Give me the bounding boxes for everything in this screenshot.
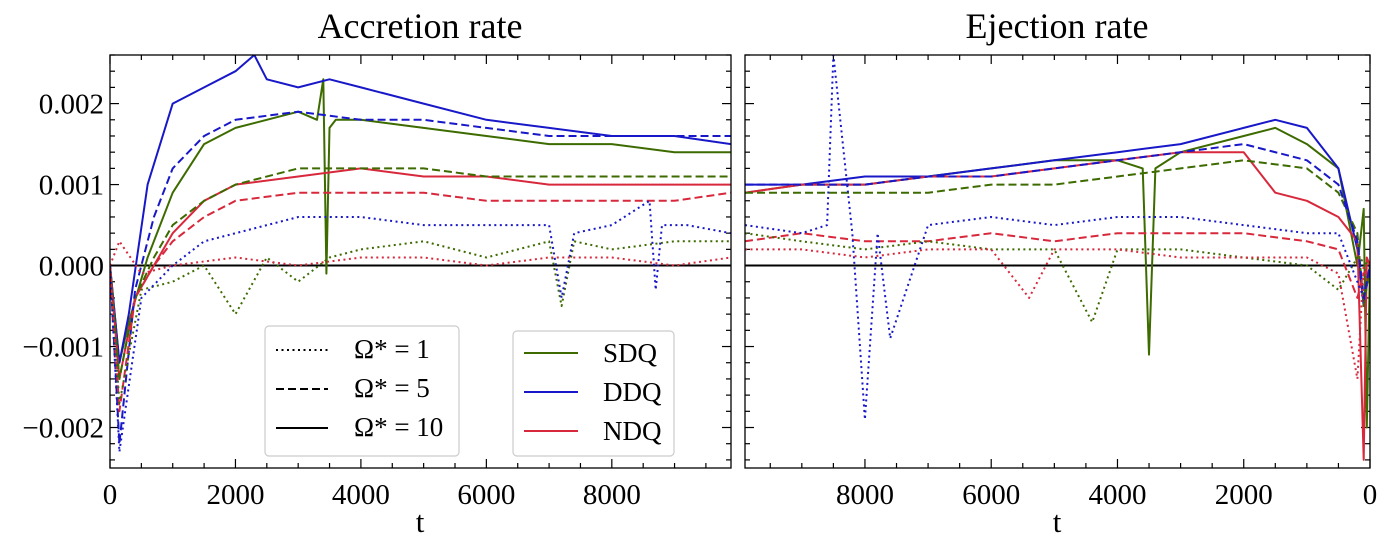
y-tick-label: 0.002 <box>39 89 104 121</box>
series-line <box>745 232 1370 324</box>
series-line <box>745 118 1370 307</box>
series-line <box>745 159 1370 307</box>
x-tick-label: 4000 <box>1088 479 1146 511</box>
x-tick-label: 2000 <box>206 479 264 511</box>
legend-models: SDQ DDQ NDQ <box>512 330 675 457</box>
accretion-x-axis-label: t <box>416 504 425 539</box>
legend-omega-1-label: Ω* = 1 <box>354 334 430 364</box>
series-line <box>110 78 731 364</box>
y-tick-label: 0.000 <box>39 251 104 283</box>
x-tick-label: 6000 <box>457 479 515 511</box>
series-line <box>110 167 731 380</box>
legend-line-styles: Ω* = 1 Ω* = 5 Ω* = 10 <box>264 325 460 457</box>
series-line <box>745 232 1370 299</box>
accretion-rate-panel: Accretion rate 0 2000 4000 6000 8000 −0.002 −0… <box>22 6 732 539</box>
series-line <box>745 248 1370 380</box>
series-line <box>110 191 731 413</box>
accretion-plot-frame <box>109 54 732 469</box>
series-line <box>110 55 731 364</box>
legend-models-box <box>512 330 675 457</box>
series-line <box>745 151 1370 461</box>
ejection-rate-panel: Ejection rate 8000 6000 4000 2000 0 t <box>744 6 1378 539</box>
accretion-rate-title: Accretion rate <box>318 6 523 46</box>
x-tick-label: 0 <box>103 479 118 511</box>
series-line <box>110 167 731 380</box>
ejection-x-axis-label: t <box>1053 504 1062 539</box>
legend-ndq-label: NDQ <box>603 416 662 446</box>
series-line <box>745 143 1370 299</box>
x-tick-label: 2000 <box>1215 479 1273 511</box>
legend-line-styles-box <box>264 325 460 457</box>
ejection-plot-frame <box>744 54 1371 469</box>
ejection-series <box>745 55 1370 461</box>
x-tick-label: 6000 <box>962 479 1020 511</box>
ejection-rate-title: Ejection rate <box>966 6 1149 46</box>
series-line <box>110 110 731 445</box>
x-tick-label: 0 <box>1363 479 1378 511</box>
legend-ddq-label: DDQ <box>603 377 662 407</box>
y-tick-label: −0.002 <box>22 413 104 445</box>
series-line <box>110 240 731 275</box>
y-tick-label: −0.001 <box>22 332 104 364</box>
legend-omega-10-label: Ω* = 10 <box>354 412 443 442</box>
ejection-axes: 8000 6000 4000 2000 0 <box>745 54 1378 511</box>
accretion-axes: 0 2000 4000 6000 8000 −0.002 −0.001 0.000 0.001 0… <box>22 54 731 511</box>
x-tick-label: 8000 <box>836 479 894 511</box>
x-tick-label: 8000 <box>583 479 641 511</box>
series-line <box>110 240 731 405</box>
x-tick-label: 4000 <box>332 479 390 511</box>
accretion-series <box>110 55 731 453</box>
legend-sdq-label: SDQ <box>603 338 658 368</box>
series-line <box>745 126 1370 429</box>
y-tick-label: 0.001 <box>39 170 104 202</box>
legend-omega-5-label: Ω* = 5 <box>354 373 430 403</box>
series-line <box>745 55 1370 421</box>
